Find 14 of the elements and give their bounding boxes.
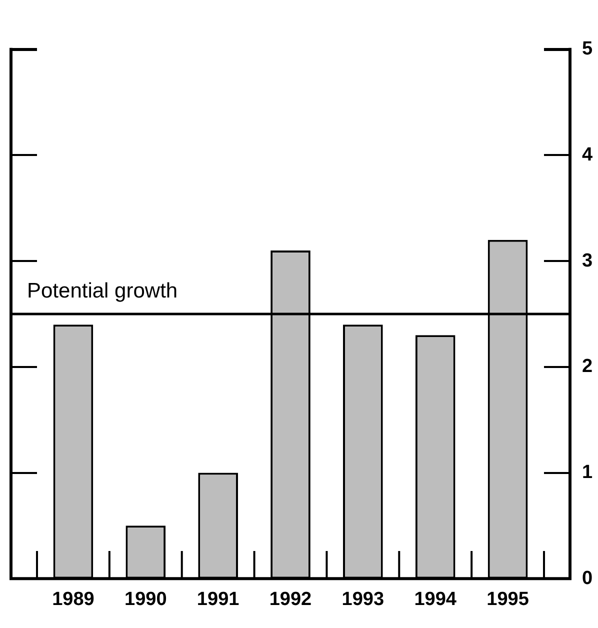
x-tick-label: 1994 — [414, 589, 457, 610]
y-tick-label: 5 — [582, 38, 593, 60]
y-tick-label: 1 — [582, 462, 593, 483]
y-tick-label: 3 — [582, 250, 593, 272]
y-tick-label: 4 — [582, 144, 593, 166]
x-tick-label: 1995 — [486, 589, 530, 610]
x-tick-label: 1989 — [52, 589, 94, 610]
y-tick-label: 2 — [582, 356, 593, 378]
x-tick-label: 1991 — [196, 589, 240, 610]
y-tick-label: 0 — [582, 568, 593, 589]
x-tick-label: 1990 — [124, 589, 167, 610]
legend-label: Potential growth — [27, 279, 178, 302]
x-tick-label: 1992 — [269, 589, 312, 610]
x-tick-label: 1993 — [342, 589, 384, 610]
